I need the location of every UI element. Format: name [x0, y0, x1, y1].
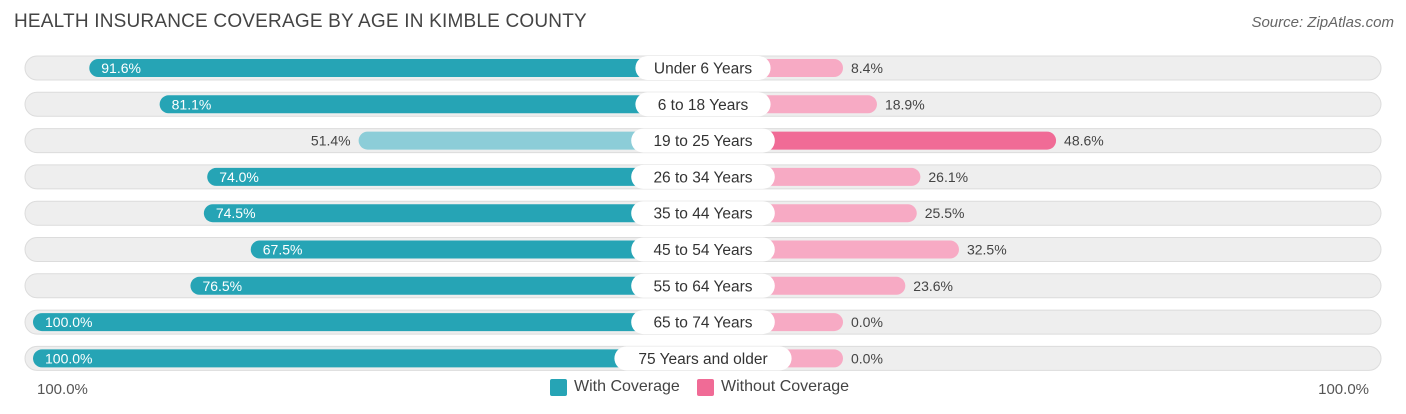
bar-with-coverage-55-to-64-years: [190, 276, 703, 295]
value-label-with-coverage-35-to-44-years: 74.5%: [216, 205, 256, 221]
value-label-without-coverage-6-to-18-years: 18.9%: [885, 96, 925, 112]
axis-label-right: 100.0%: [1318, 381, 1369, 398]
value-label-with-coverage-55-to-64-years: 76.5%: [202, 278, 242, 294]
category-pill-75-years-and-older: [614, 346, 792, 371]
category-pill-55-to-64-years: [631, 273, 775, 298]
bar-with-coverage-19-to-25-years: [358, 131, 703, 150]
value-label-with-coverage-26-to-34-years: 74.0%: [219, 169, 259, 185]
legend-label-with-coverage: With Coverage: [574, 378, 680, 395]
category-label-65-to-74-years: 65 to 74 Years: [653, 315, 752, 332]
category-label-6-to-18-years: 6 to 18 Years: [658, 97, 749, 114]
legend-swatch-without-coverage: [697, 378, 714, 396]
category-label-45-to-54-years: 45 to 54 Years: [653, 242, 752, 259]
category-label-55-to-64-years: 55 to 64 Years: [653, 278, 752, 295]
value-label-with-coverage-19-to-25-years: 51.4%: [311, 133, 351, 149]
bar-without-coverage-19-to-25-years: [703, 131, 1057, 150]
bar-with-coverage-6-to-18-years: [159, 95, 703, 114]
value-label-without-coverage-45-to-54-years: 32.5%: [967, 242, 1007, 258]
source-label: Source: ZipAtlas.com: [1251, 14, 1394, 31]
bar-with-coverage-75-years-and-older: [33, 349, 703, 368]
chart-title: HEALTH INSURANCE COVERAGE BY AGE IN KIMB…: [14, 11, 587, 32]
value-label-without-coverage-19-to-25-years: 48.6%: [1064, 133, 1104, 149]
chart: Under 6 Years 91.6% 8.4% 6 to 18 Years 81.1%…: [24, 55, 1382, 371]
category-pill-45-to-54-years: [631, 237, 775, 262]
bar-with-coverage-under-6-years: [89, 59, 703, 77]
value-label-without-coverage-65-to-74-years: 0.0%: [851, 314, 883, 330]
value-label-without-coverage-35-to-44-years: 25.5%: [925, 205, 965, 221]
category-label-75-years-and-older: 75 Years and older: [638, 351, 767, 368]
value-label-without-coverage-under-6-years: 8.4%: [851, 60, 883, 76]
category-label-19-to-25-years: 19 to 25 Years: [653, 133, 752, 150]
legend-label-without-coverage: Without Coverage: [721, 378, 850, 395]
bar-with-coverage-45-to-54-years: [250, 240, 703, 259]
category-pill-under-6-years: [635, 56, 771, 80]
value-label-without-coverage-26-to-34-years: 26.1%: [928, 169, 968, 185]
value-label-without-coverage-75-years-and-older: 0.0%: [851, 350, 883, 366]
category-label-35-to-44-years: 35 to 44 Years: [653, 206, 752, 223]
category-label-26-to-34-years: 26 to 34 Years: [653, 169, 752, 186]
category-pill-26-to-34-years: [631, 164, 775, 189]
value-label-with-coverage-under-6-years: 91.6%: [101, 60, 141, 76]
axis-label-left: 100.0%: [37, 381, 88, 398]
category-pill-65-to-74-years: [631, 310, 775, 335]
category-pill-35-to-44-years: [631, 201, 775, 226]
legend-item-without-coverage[interactable]: Without Coverage: [697, 378, 849, 396]
category-pill-6-to-18-years: [635, 92, 771, 117]
value-label-with-coverage-6-to-18-years: 81.1%: [172, 96, 212, 112]
value-label-with-coverage-45-to-54-years: 67.5%: [263, 242, 303, 258]
category-pill-19-to-25-years: [631, 128, 775, 153]
bar-with-coverage-65-to-74-years: [33, 313, 703, 332]
value-label-without-coverage-55-to-64-years: 23.6%: [913, 278, 953, 294]
legend-swatch-with-coverage: [550, 378, 567, 396]
value-label-with-coverage-65-to-74-years: 100.0%: [45, 314, 92, 330]
bar-with-coverage-26-to-34-years: [207, 167, 703, 186]
bar-with-coverage-35-to-44-years: [203, 204, 703, 223]
category-label-under-6-years: Under 6 Years: [654, 61, 752, 78]
legend: With Coverage Without Coverage: [0, 378, 1406, 402]
legend-item-with-coverage[interactable]: With Coverage: [550, 378, 680, 396]
value-label-with-coverage-75-years-and-older: 100.0%: [45, 350, 92, 366]
